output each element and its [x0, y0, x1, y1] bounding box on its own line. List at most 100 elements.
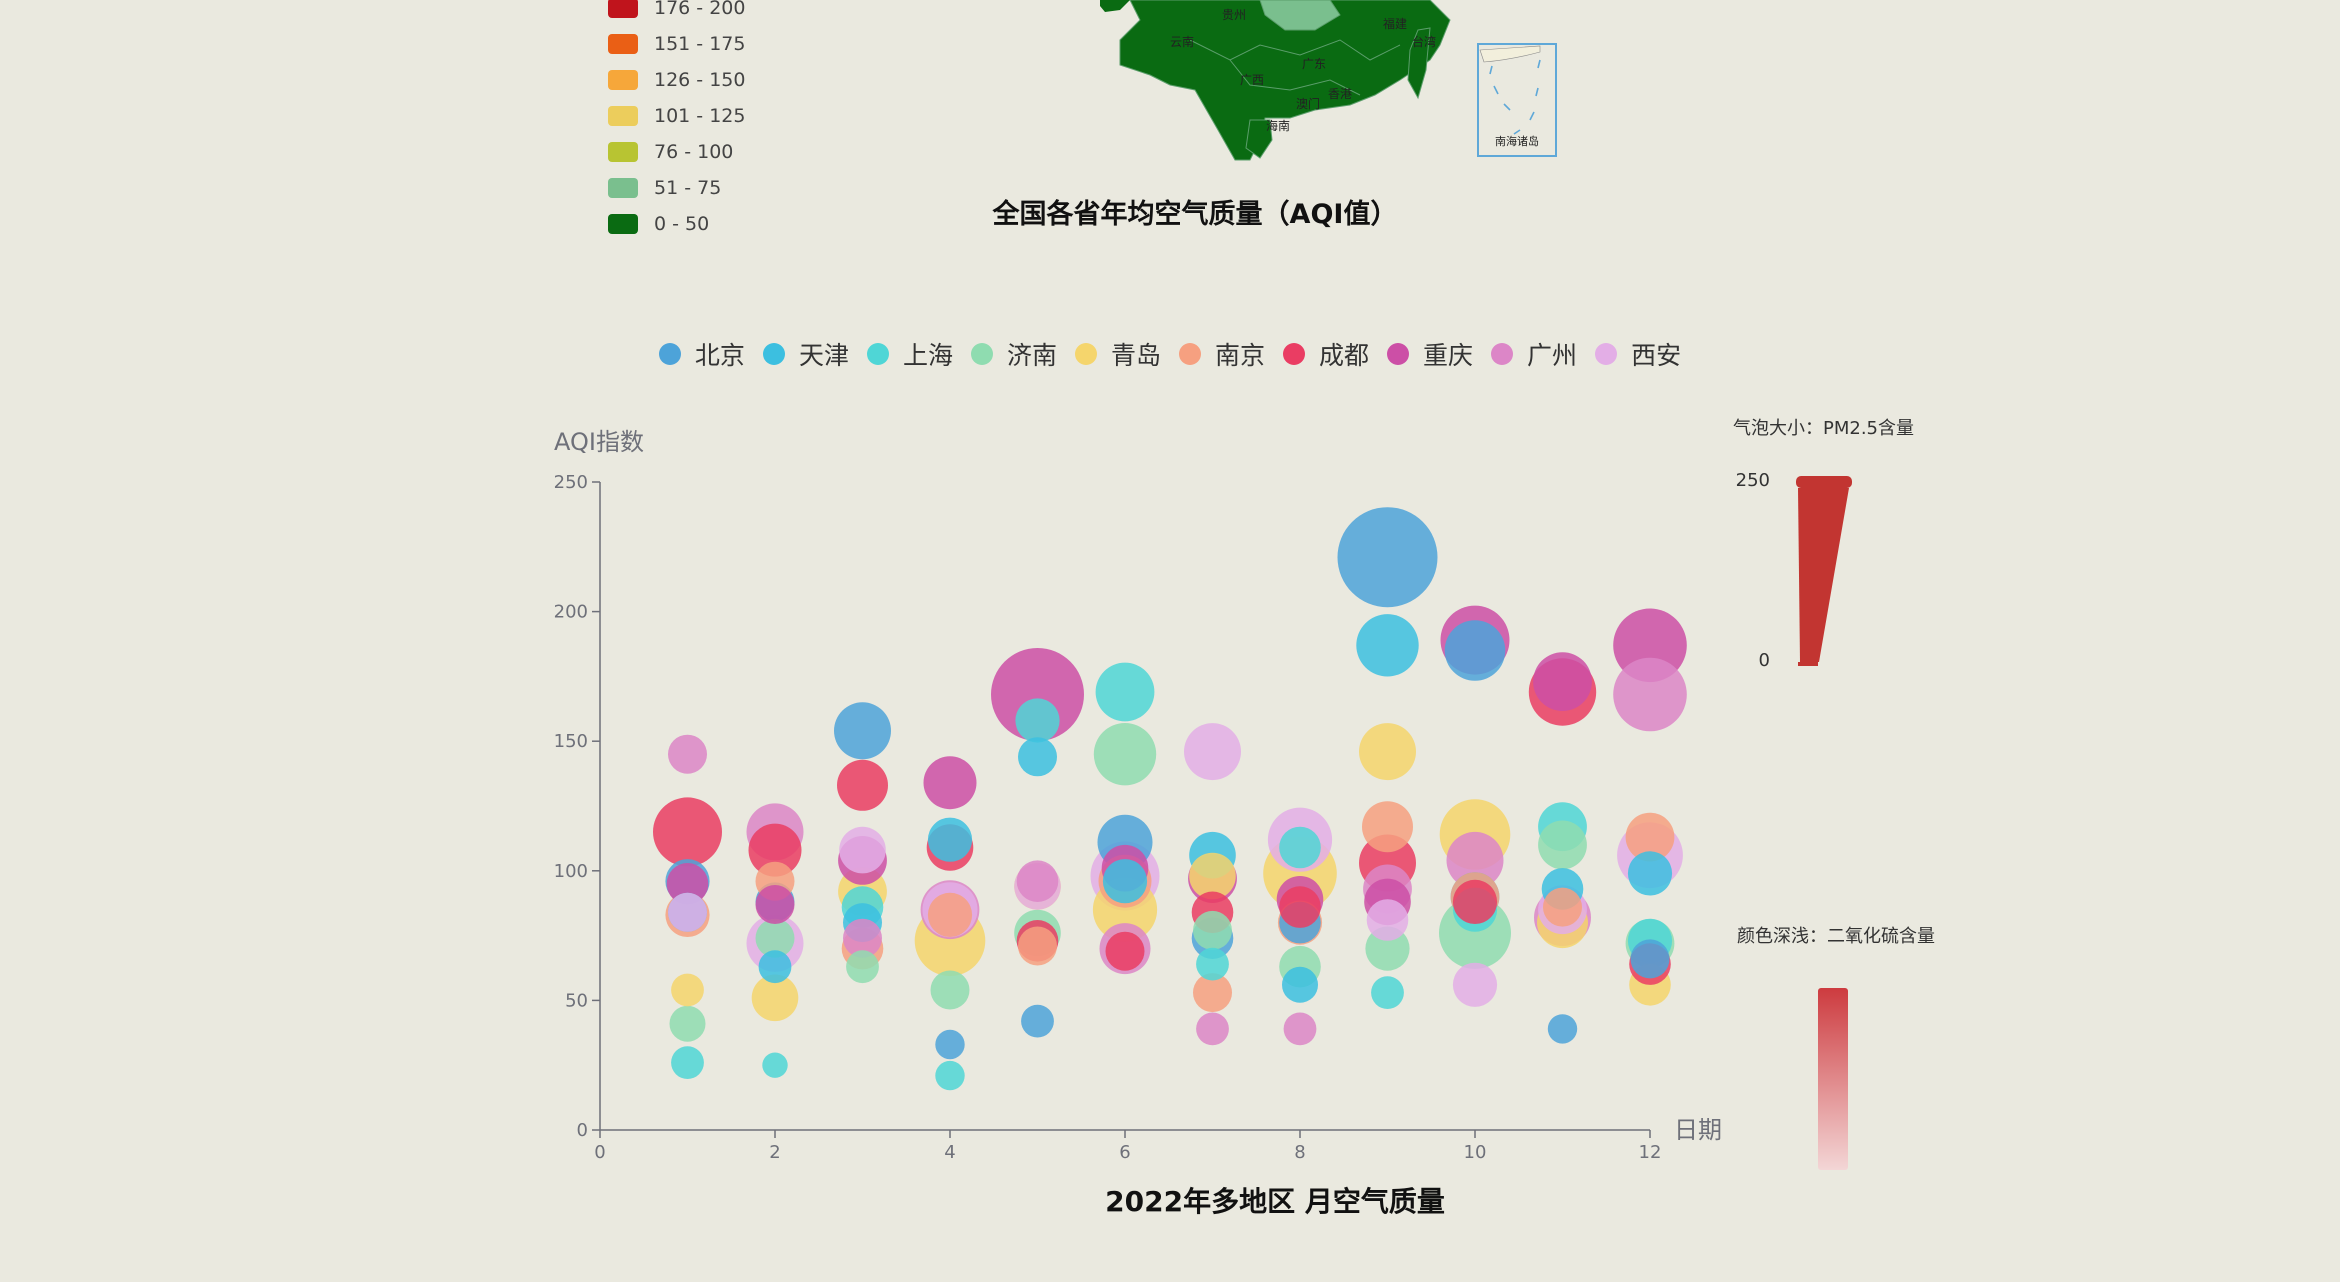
bubble-point[interactable] [1538, 820, 1587, 870]
bubble-point[interactable] [762, 1052, 788, 1078]
bubble-point[interactable] [671, 1046, 704, 1079]
bubble-point[interactable] [1371, 976, 1404, 1009]
legend-item[interactable]: 西安 [1595, 336, 1681, 372]
bubble-point[interactable] [1193, 973, 1232, 1013]
bubble-point[interactable] [935, 1029, 965, 1060]
color-visualmap-bar[interactable] [1818, 988, 1848, 1170]
bubble-point[interactable] [1283, 1012, 1317, 1046]
x-tick-label: 4 [944, 1142, 955, 1163]
bubble-point[interactable] [1533, 652, 1592, 711]
bubble-point[interactable] [653, 797, 722, 867]
bubble-point[interactable] [1016, 860, 1059, 902]
bubble-point[interactable] [669, 1005, 706, 1042]
bubble-point[interactable] [1337, 507, 1438, 608]
bubble-point[interactable] [1279, 826, 1321, 869]
map-legend-item[interactable]: 0 - 50 [608, 206, 745, 242]
map-region-west-edge[interactable] [1100, 0, 1130, 12]
map-visual-legend: 176 - 200 151 - 175 126 - 150 101 - 125 76 -… [608, 0, 745, 242]
bubble-point[interactable] [930, 970, 970, 1010]
legend-item[interactable]: 成都 [1283, 336, 1369, 372]
map-region-guizhou[interactable] [1259, 0, 1341, 31]
y-tick-label: 200 [554, 602, 588, 623]
color-visualmap[interactable] [1815, 986, 1855, 1172]
bubble-point[interactable] [668, 892, 707, 932]
map-region-taiwan[interactable] [1407, 27, 1431, 100]
map-legend-label: 126 - 150 [654, 69, 746, 91]
map-legend-swatch [608, 106, 638, 126]
bubble-point[interactable] [748, 823, 802, 877]
bubble-point[interactable] [991, 648, 1084, 741]
size-visualmap-title: 气泡大小：PM2.5含量 [1733, 418, 1915, 439]
bubble-point[interactable] [839, 826, 886, 874]
bubble-point[interactable] [1189, 852, 1236, 900]
bubble-point[interactable] [935, 1060, 965, 1091]
bubble-point[interactable] [927, 892, 973, 938]
bubble-point[interactable] [1095, 662, 1155, 722]
bubble-point[interactable] [843, 918, 882, 958]
legend-item[interactable]: 南京 [1179, 336, 1265, 372]
bubble-point[interactable] [1184, 723, 1241, 781]
bubble-point[interactable] [1282, 966, 1318, 1003]
map-legend-item[interactable]: 176 - 200 [608, 0, 745, 26]
bubble-point[interactable] [758, 950, 792, 984]
map-legend-item[interactable]: 51 - 75 [608, 170, 745, 206]
bubble-point[interactable] [1366, 899, 1409, 941]
series-legend: 北京 天津 上海 济南 青岛 南京 成都 重庆 广州 西安 [0, 336, 2340, 372]
bubble-point[interactable] [1359, 723, 1416, 781]
bubble-point[interactable] [1193, 910, 1232, 950]
bubble-point[interactable] [1102, 859, 1148, 904]
bubble-point[interactable] [1021, 1004, 1054, 1038]
bubble-point[interactable] [1452, 879, 1498, 925]
bubble-point[interactable] [1362, 801, 1413, 853]
bubble-point[interactable] [1613, 657, 1687, 732]
legend-label: 广州 [1527, 341, 1578, 370]
map-legend-item[interactable]: 101 - 125 [608, 98, 745, 134]
legend-item[interactable]: 天津 [762, 336, 849, 372]
bubble-point[interactable] [755, 918, 795, 958]
bubble-point[interactable] [923, 756, 977, 810]
bubble-point[interactable] [1444, 620, 1506, 681]
bubble-point[interactable] [1015, 698, 1060, 743]
bubble-point[interactable] [1018, 926, 1057, 966]
legend-item[interactable]: 重庆 [1387, 336, 1473, 372]
bubble-point[interactable] [1018, 737, 1057, 777]
map-legend-label: 151 - 175 [654, 33, 746, 55]
bubble-point[interactable] [1196, 947, 1229, 981]
bubble-point[interactable] [671, 973, 704, 1007]
size-visualmap-handle-bottom[interactable] [1798, 662, 1818, 666]
map-legend-item[interactable]: 76 - 100 [608, 134, 745, 170]
map-region-hainan[interactable] [1245, 119, 1273, 159]
bubble-point[interactable] [927, 817, 973, 862]
bubble-point[interactable] [1543, 887, 1582, 927]
bubble-point[interactable] [1279, 886, 1321, 928]
bubble-point[interactable] [1356, 614, 1419, 677]
bubble-point[interactable] [846, 950, 879, 984]
bubble-point[interactable] [1630, 939, 1670, 979]
bubble-point[interactable] [751, 974, 799, 1022]
legend-item[interactable]: 上海 [866, 336, 953, 372]
bubble-point[interactable] [1627, 851, 1673, 896]
legend-item[interactable]: 青岛 [1074, 336, 1161, 372]
map-legend-item[interactable]: 151 - 175 [608, 26, 745, 62]
x-tick-label: 6 [1119, 1142, 1130, 1163]
size-visualmap-handle-top[interactable] [1796, 476, 1852, 488]
size-visualmap[interactable]: 250 0 [1730, 465, 1880, 670]
bubble-point[interactable] [1093, 723, 1157, 786]
bubble-point[interactable] [668, 734, 707, 774]
bubble-point[interactable] [834, 702, 891, 760]
bubble-point[interactable] [1547, 1014, 1578, 1044]
legend-item[interactable]: 北京 [658, 336, 745, 372]
bubble-point[interactable] [1105, 931, 1145, 971]
bubble-point[interactable] [666, 863, 709, 905]
legend-label: 上海 [902, 341, 953, 370]
bubble-point[interactable] [755, 885, 795, 924]
bubble-point[interactable] [1196, 1012, 1229, 1046]
map-legend-item[interactable]: 126 - 150 [608, 62, 745, 98]
bubble-point[interactable] [1446, 831, 1504, 889]
bubble-point[interactable] [837, 759, 888, 811]
bubble-point[interactable] [1452, 962, 1498, 1007]
legend-dot [1491, 343, 1514, 365]
legend-item[interactable]: 济南 [970, 336, 1057, 372]
bubble-point[interactable] [1625, 812, 1675, 862]
legend-item[interactable]: 广州 [1491, 336, 1577, 372]
